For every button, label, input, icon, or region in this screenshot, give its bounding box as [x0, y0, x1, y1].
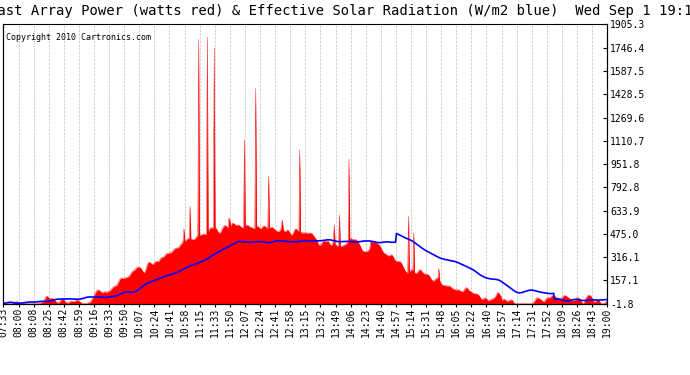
Text: Copyright 2010 Cartronics.com: Copyright 2010 Cartronics.com: [6, 33, 152, 42]
Text: East Array Power (watts red) & Effective Solar Radiation (W/m2 blue)  Wed Sep 1 : East Array Power (watts red) & Effective…: [0, 4, 690, 18]
